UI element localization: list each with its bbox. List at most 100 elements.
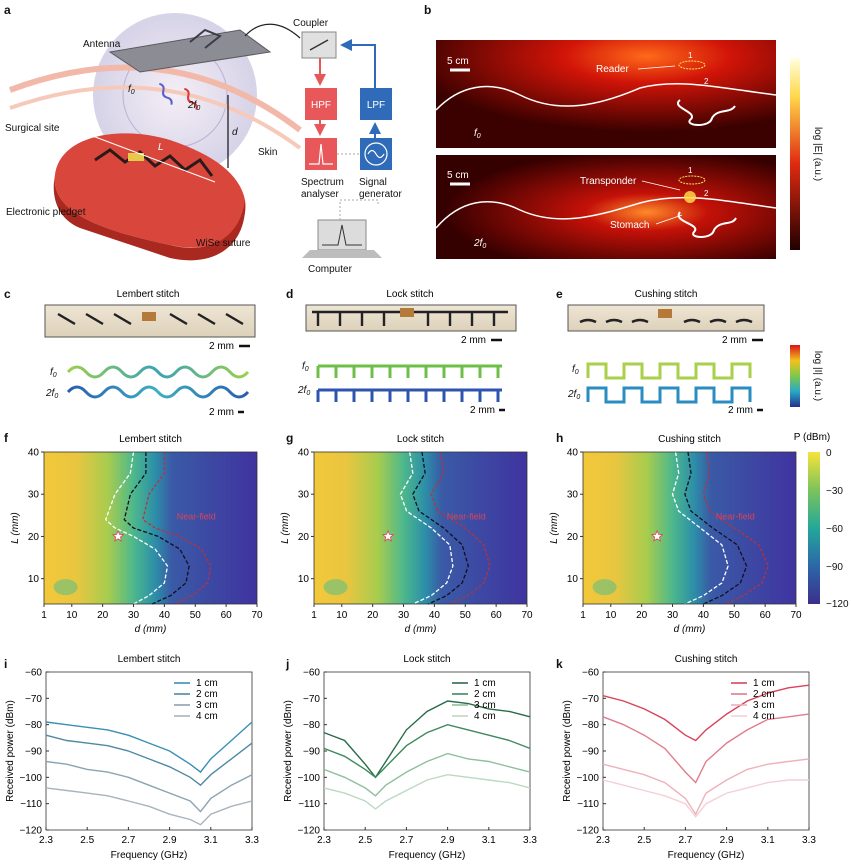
y-tick-label: −90 <box>582 747 599 758</box>
y-tick-label: 40 <box>28 448 40 459</box>
photo-lembert-stitches <box>57 312 244 326</box>
photo-lock-stitches <box>316 312 496 326</box>
label-antenna: Antenna <box>83 39 121 50</box>
x-tick-label: 3.1 <box>204 835 218 846</box>
plot-frame <box>602 671 810 831</box>
spectrum-icon <box>309 143 333 165</box>
heatmap-frame <box>582 451 797 605</box>
label-d: d <box>232 127 238 138</box>
stomach-outline-2f0 <box>677 211 737 238</box>
e-field-colorbar-label: log |E| (a.u.) <box>812 127 823 181</box>
field-map-f0 <box>436 40 776 148</box>
x-tick-label: 2.7 <box>121 835 135 846</box>
wave-f0 <box>159 82 173 105</box>
y-tick-label: −70 <box>25 694 42 705</box>
scale-label-e-sim: 2 mm <box>728 405 753 416</box>
stitch-title-c: Lembert stitch <box>117 289 180 300</box>
y-tick-label: −120 <box>576 826 599 837</box>
heatmap-2: Near-field Cushing stitch 1 10 20 30 40 50 60 70 1… <box>549 434 802 635</box>
sine-icon <box>367 149 385 159</box>
label-wise-suture: WiSe suture <box>196 238 251 249</box>
label-surgical-site: Surgical site <box>5 123 60 134</box>
computer-base <box>302 250 382 258</box>
y-axis-label: Received power (dBm) <box>562 700 573 802</box>
row-label-e-2f0: 2f0 <box>567 389 580 401</box>
x-tick-label: 2.7 <box>678 835 692 846</box>
y-tick-label: 30 <box>567 490 579 501</box>
optimum-star <box>650 529 664 542</box>
power-colorbar: P (dBm) 0 −30 −60 −90 −120 <box>794 432 849 610</box>
panel-letter-e: e <box>556 287 563 301</box>
marker-2-bottom: 2 <box>704 189 709 198</box>
y-tick-label: −90 <box>25 747 42 758</box>
y-tick-label: 30 <box>298 490 310 501</box>
x-tick-label: 1 <box>41 610 47 621</box>
near-field-label: Near-field <box>447 512 486 522</box>
row-label-d-2f0: 2f0 <box>297 385 310 397</box>
y-tick-label: −70 <box>303 694 320 705</box>
boundary-white <box>104 451 169 605</box>
x-tick-label: 50 <box>190 610 202 621</box>
panel-letter-a: a <box>4 3 11 17</box>
series-line-2 <box>602 713 810 784</box>
x-axis-label: Frequency (GHz) <box>389 850 466 861</box>
row-label-c-f0: f0 <box>50 367 57 379</box>
y-tick-label: 20 <box>28 532 40 543</box>
series-line-4 <box>45 787 253 826</box>
panel-letter-c: c <box>4 287 11 301</box>
x-tick-label: 2.5 <box>80 835 94 846</box>
series-line-2 <box>323 723 531 779</box>
antenna-cable <box>244 23 301 39</box>
scale-label-f0: 5 cm <box>447 56 469 67</box>
heatmap-frame <box>313 451 528 605</box>
label-f0: f0 <box>128 84 135 96</box>
series-line-3 <box>602 758 810 816</box>
panel-letters: a b c d e f g h i j k <box>4 3 563 671</box>
x-tick-label: 3.3 <box>802 835 816 846</box>
x-tick-label: 70 <box>790 610 802 621</box>
y-tick-label: −120 <box>19 826 42 837</box>
x-axis-label: d (mm) <box>135 624 167 635</box>
label-stomach: Stomach <box>610 220 649 231</box>
scale-label-2f0: 5 cm <box>447 170 469 181</box>
label-L: L <box>158 142 164 153</box>
label-transponder: Transponder <box>580 176 637 187</box>
line-chart-2: Cushing stitch 1 cm2 cm3 cm4 cm 2.3 2.5 2.7 2… <box>562 654 816 861</box>
tissue-side <box>53 175 246 261</box>
x-axis-label: d (mm) <box>674 624 706 635</box>
stomach-pointer <box>655 214 683 225</box>
optimum-star <box>111 529 125 542</box>
legend-label-2: 2 cm <box>196 689 218 700</box>
y-tick-label: 10 <box>28 574 40 585</box>
x-tick-label: 50 <box>460 610 472 621</box>
power-tick-4: −120 <box>826 599 849 610</box>
y-axis-label: L (mm) <box>280 512 291 543</box>
panel-b-field-maps: 5 cm 5 cm Reader Transponder Stomach 1 2… <box>435 40 823 259</box>
marker-2-top: 2 <box>704 77 709 86</box>
charts-layer: Near-field Lembert stitch 1 10 20 30 40 50 60 70 1… <box>5 434 816 861</box>
y-tick-label: 40 <box>567 448 579 459</box>
label-coupler: Coupler <box>293 18 329 29</box>
boundary-red <box>142 452 212 605</box>
y-tick-label: −60 <box>303 668 320 679</box>
legend-label-2: 2 cm <box>474 689 496 700</box>
legend-label-1: 1 cm <box>474 678 496 689</box>
y-axis-label: Received power (dBm) <box>5 700 16 802</box>
link-lpf-coupler <box>340 39 376 88</box>
x-tick-label: 30 <box>398 610 410 621</box>
photo-cushing-stitches <box>579 318 753 324</box>
label-signal: Signal <box>359 177 387 188</box>
power-tick-3: −90 <box>826 562 843 573</box>
heatmap-field <box>583 452 796 604</box>
series-line-1 <box>602 684 810 742</box>
label-electronic-pledget: Electronic pledget <box>6 207 86 218</box>
boundary-black <box>412 451 469 605</box>
current-cushing-f0 <box>586 362 752 380</box>
y-tick-label: −60 <box>25 668 42 679</box>
series-line-2 <box>45 734 253 787</box>
suture <box>94 148 214 177</box>
y-tick-label: 30 <box>28 490 40 501</box>
series-line-1 <box>45 721 253 774</box>
x-tick-label: 2.9 <box>720 835 734 846</box>
y-tick-label: −100 <box>576 773 599 784</box>
